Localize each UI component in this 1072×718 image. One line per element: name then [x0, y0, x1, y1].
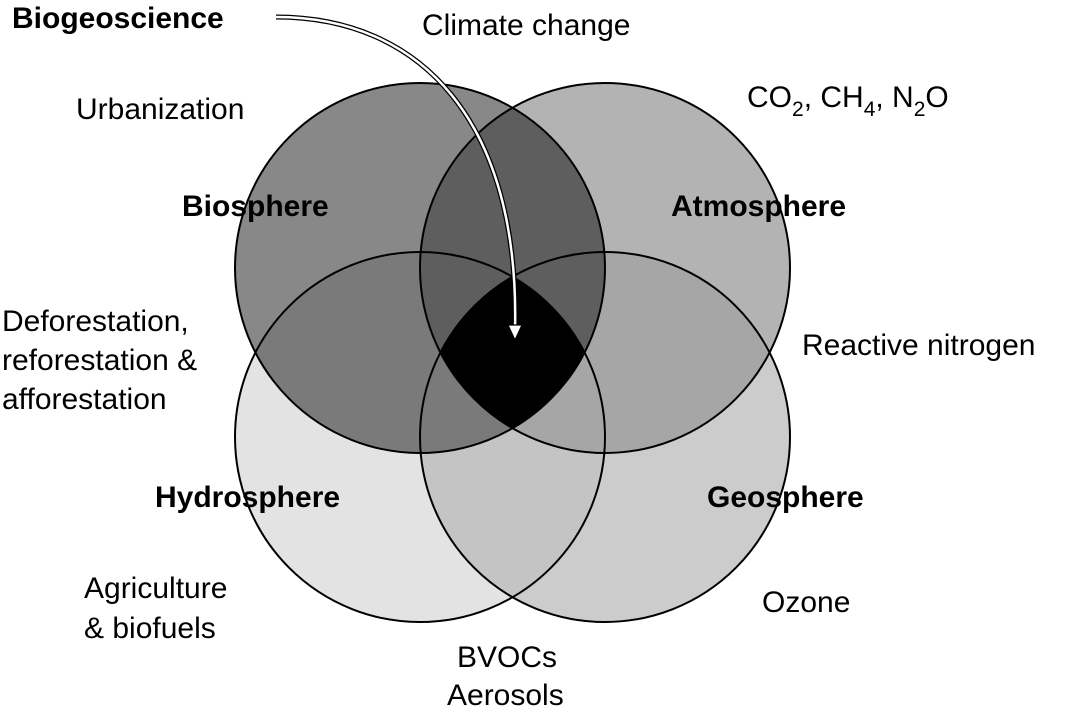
label-greenhouse-gases: CO2, CH4, N2O	[747, 81, 949, 121]
label-atmosphere: Atmosphere	[671, 190, 846, 223]
title-biogeoscience: Biogeoscience	[12, 2, 224, 35]
label-reactive-nitrogen: Reactive nitrogen	[802, 329, 1035, 362]
label-deforestation-2: reforestation &	[2, 344, 197, 377]
label-agriculture-1: Agriculture	[84, 572, 227, 605]
label-ozone: Ozone	[762, 586, 850, 619]
label-urbanization: Urbanization	[76, 93, 244, 126]
label-deforestation-1: Deforestation,	[2, 305, 189, 338]
label-aerosols: Aerosols	[447, 679, 564, 712]
label-hydrosphere: Hydrosphere	[155, 481, 340, 514]
label-agriculture-2: & biofuels	[84, 612, 216, 645]
label-bvocs: BVOCs	[457, 641, 557, 674]
label-biosphere: Biosphere	[182, 190, 329, 223]
hydrosphere-outline	[234, 251, 606, 623]
label-deforestation-3: afforestation	[2, 383, 167, 416]
center-overlap	[420, 252, 605, 453]
label-climate-change: Climate change	[422, 9, 630, 42]
geosphere-outline	[419, 251, 791, 623]
label-geosphere: Geosphere	[707, 481, 864, 514]
biogeoscience-arrow	[275, 14, 523, 342]
